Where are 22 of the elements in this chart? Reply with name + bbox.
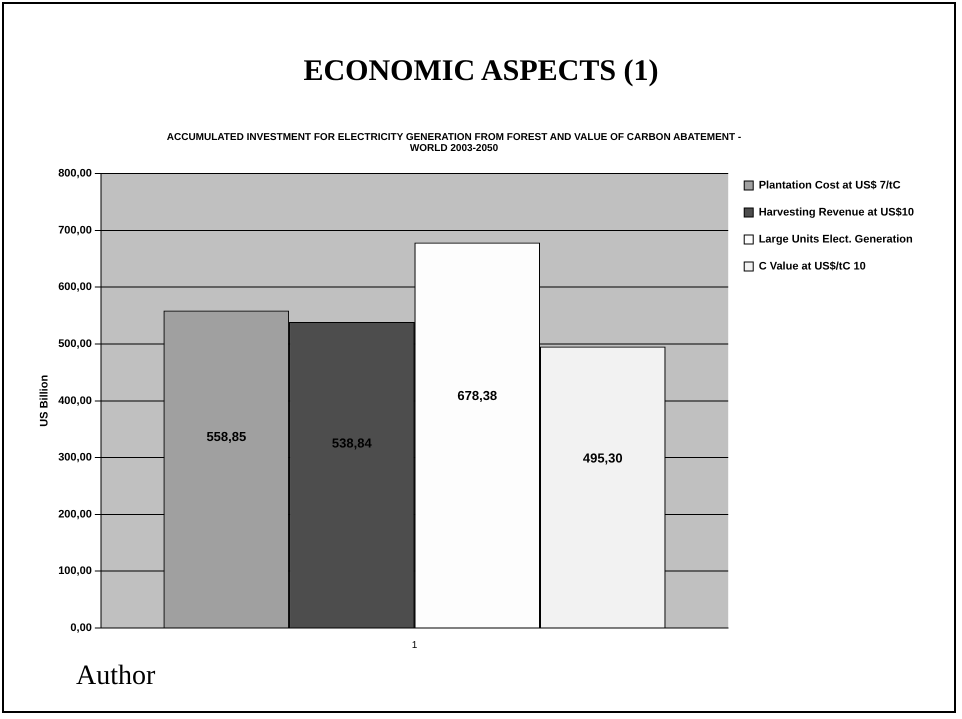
y-tick-label: 0,00 (70, 622, 92, 634)
legend-label: Large Units Elect. Generation (758, 234, 914, 246)
legend-label: Plantation Cost at US$ 7/tC (758, 180, 901, 192)
y-tick-label: 200,00 (58, 508, 92, 520)
y-tick-label: 500,00 (58, 338, 92, 350)
y-tick-label: 400,00 (58, 394, 92, 407)
y-tick-label: 800,00 (58, 168, 92, 180)
y-tick-label: 300,00 (58, 452, 92, 464)
chart-subtitle: ACCUMULATED INVESTMENT FOR ELECTRICITY GENERATION FROM FOREST AND VALUE OF CARBON ABATEMENT - WORLD 2003-2050 (166, 132, 742, 154)
x-tick-label: 1 (412, 640, 418, 651)
y-tick-label: 700,00 (58, 224, 92, 236)
y-axis-title: US Billion (38, 374, 51, 427)
legend-label: Harvesting Revenue at US$10 (758, 206, 914, 219)
text: Author (76, 660, 156, 692)
y-tick-label: 100,00 (58, 565, 92, 578)
data-label: 558,85 (206, 428, 246, 444)
data-label: 538,84 (332, 436, 372, 451)
data-label: 495,30 (582, 450, 623, 466)
legend-label: C Value at US$/tC 10 (758, 260, 866, 273)
y-tick-label: 600,00 (58, 281, 92, 294)
chart-title: ECONOMIC ASPECTS (1) (302, 54, 660, 88)
data-label: 678,38 (457, 388, 498, 404)
